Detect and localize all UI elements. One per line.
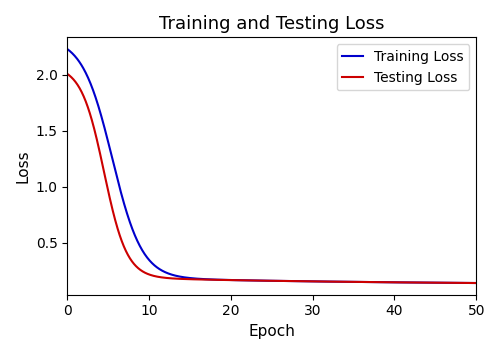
Training Loss bbox=[230, 278, 235, 282]
Training Loss bbox=[244, 278, 250, 282]
Legend: Training Loss, Testing Loss: Training Loss, Testing Loss bbox=[336, 44, 469, 90]
Title: Training and Testing Loss: Training and Testing Loss bbox=[159, 15, 384, 33]
Testing Loss bbox=[345, 280, 351, 284]
Training Loss bbox=[383, 280, 389, 284]
Testing Loss bbox=[244, 278, 250, 282]
Training Loss bbox=[390, 280, 396, 285]
Testing Loss bbox=[106, 193, 112, 197]
Testing Loss bbox=[473, 281, 479, 285]
X-axis label: Epoch: Epoch bbox=[248, 324, 295, 339]
Y-axis label: Loss: Loss bbox=[15, 149, 30, 183]
Testing Loss bbox=[383, 280, 389, 284]
Training Loss bbox=[64, 47, 70, 51]
Testing Loss bbox=[230, 278, 235, 282]
Testing Loss bbox=[64, 72, 70, 76]
Training Loss bbox=[345, 280, 351, 284]
Testing Loss bbox=[390, 280, 396, 285]
Training Loss bbox=[106, 143, 112, 148]
Training Loss bbox=[473, 281, 479, 285]
Line: Training Loss: Training Loss bbox=[68, 49, 476, 283]
Line: Testing Loss: Testing Loss bbox=[68, 74, 476, 283]
